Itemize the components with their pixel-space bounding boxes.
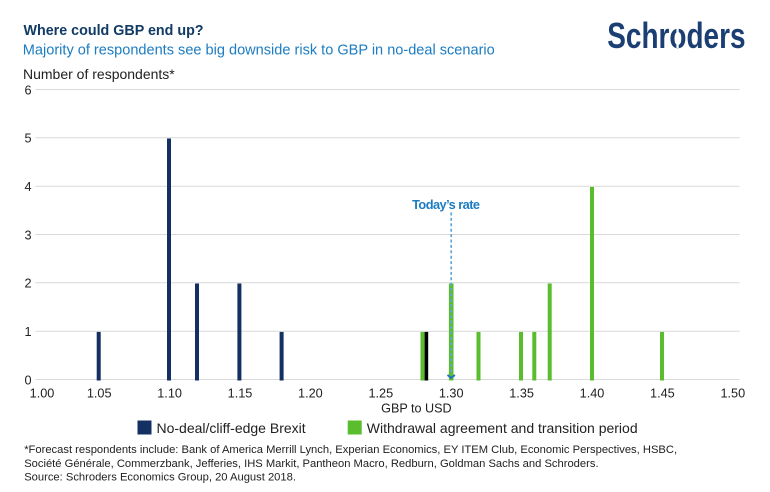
- svg-text:Schroders: Schroders: [607, 15, 745, 56]
- svg-text:1: 1: [24, 325, 31, 339]
- svg-text:Today’s rate: Today’s rate: [412, 197, 480, 212]
- svg-text:Where could GBP end up?: Where could GBP end up?: [24, 23, 204, 39]
- svg-text:5: 5: [24, 132, 31, 146]
- svg-text:1.15: 1.15: [228, 386, 253, 400]
- svg-text:Société Générale, Commerzbank,: Société Générale, Commerzbank, Jefferies…: [24, 458, 598, 470]
- svg-text:1.45: 1.45: [650, 386, 675, 400]
- svg-text:1.35: 1.35: [509, 386, 534, 400]
- svg-text:1.20: 1.20: [298, 386, 323, 400]
- svg-text:1.25: 1.25: [368, 386, 393, 400]
- svg-text:Withdrawal agreement and trans: Withdrawal agreement and transition peri…: [367, 420, 638, 436]
- svg-text:3: 3: [24, 228, 31, 242]
- svg-text:1.10: 1.10: [157, 386, 182, 400]
- svg-text:GBP to USD: GBP to USD: [381, 401, 451, 415]
- svg-text:No-deal/cliff-edge Brexit: No-deal/cliff-edge Brexit: [157, 420, 306, 436]
- svg-text:Majority of respondents see bi: Majority of respondents see big downside…: [23, 42, 495, 58]
- svg-text:1.50: 1.50: [720, 386, 745, 400]
- svg-text:6: 6: [24, 83, 31, 97]
- svg-text:2: 2: [24, 277, 31, 291]
- svg-text:1.05: 1.05: [87, 386, 112, 400]
- svg-text:4: 4: [24, 180, 31, 194]
- svg-text:1.00: 1.00: [30, 386, 55, 400]
- svg-text:0: 0: [24, 373, 31, 387]
- svg-text:Source: Schroders Economics Gr: Source: Schroders Economics Group, 20 Au…: [24, 472, 296, 484]
- svg-text:Number of respondents*: Number of respondents*: [23, 66, 175, 82]
- svg-text:*Forecast respondents include:: *Forecast respondents include: Bank of A…: [24, 444, 677, 456]
- svg-text:1.40: 1.40: [580, 386, 605, 400]
- svg-text:1.30: 1.30: [439, 386, 464, 400]
